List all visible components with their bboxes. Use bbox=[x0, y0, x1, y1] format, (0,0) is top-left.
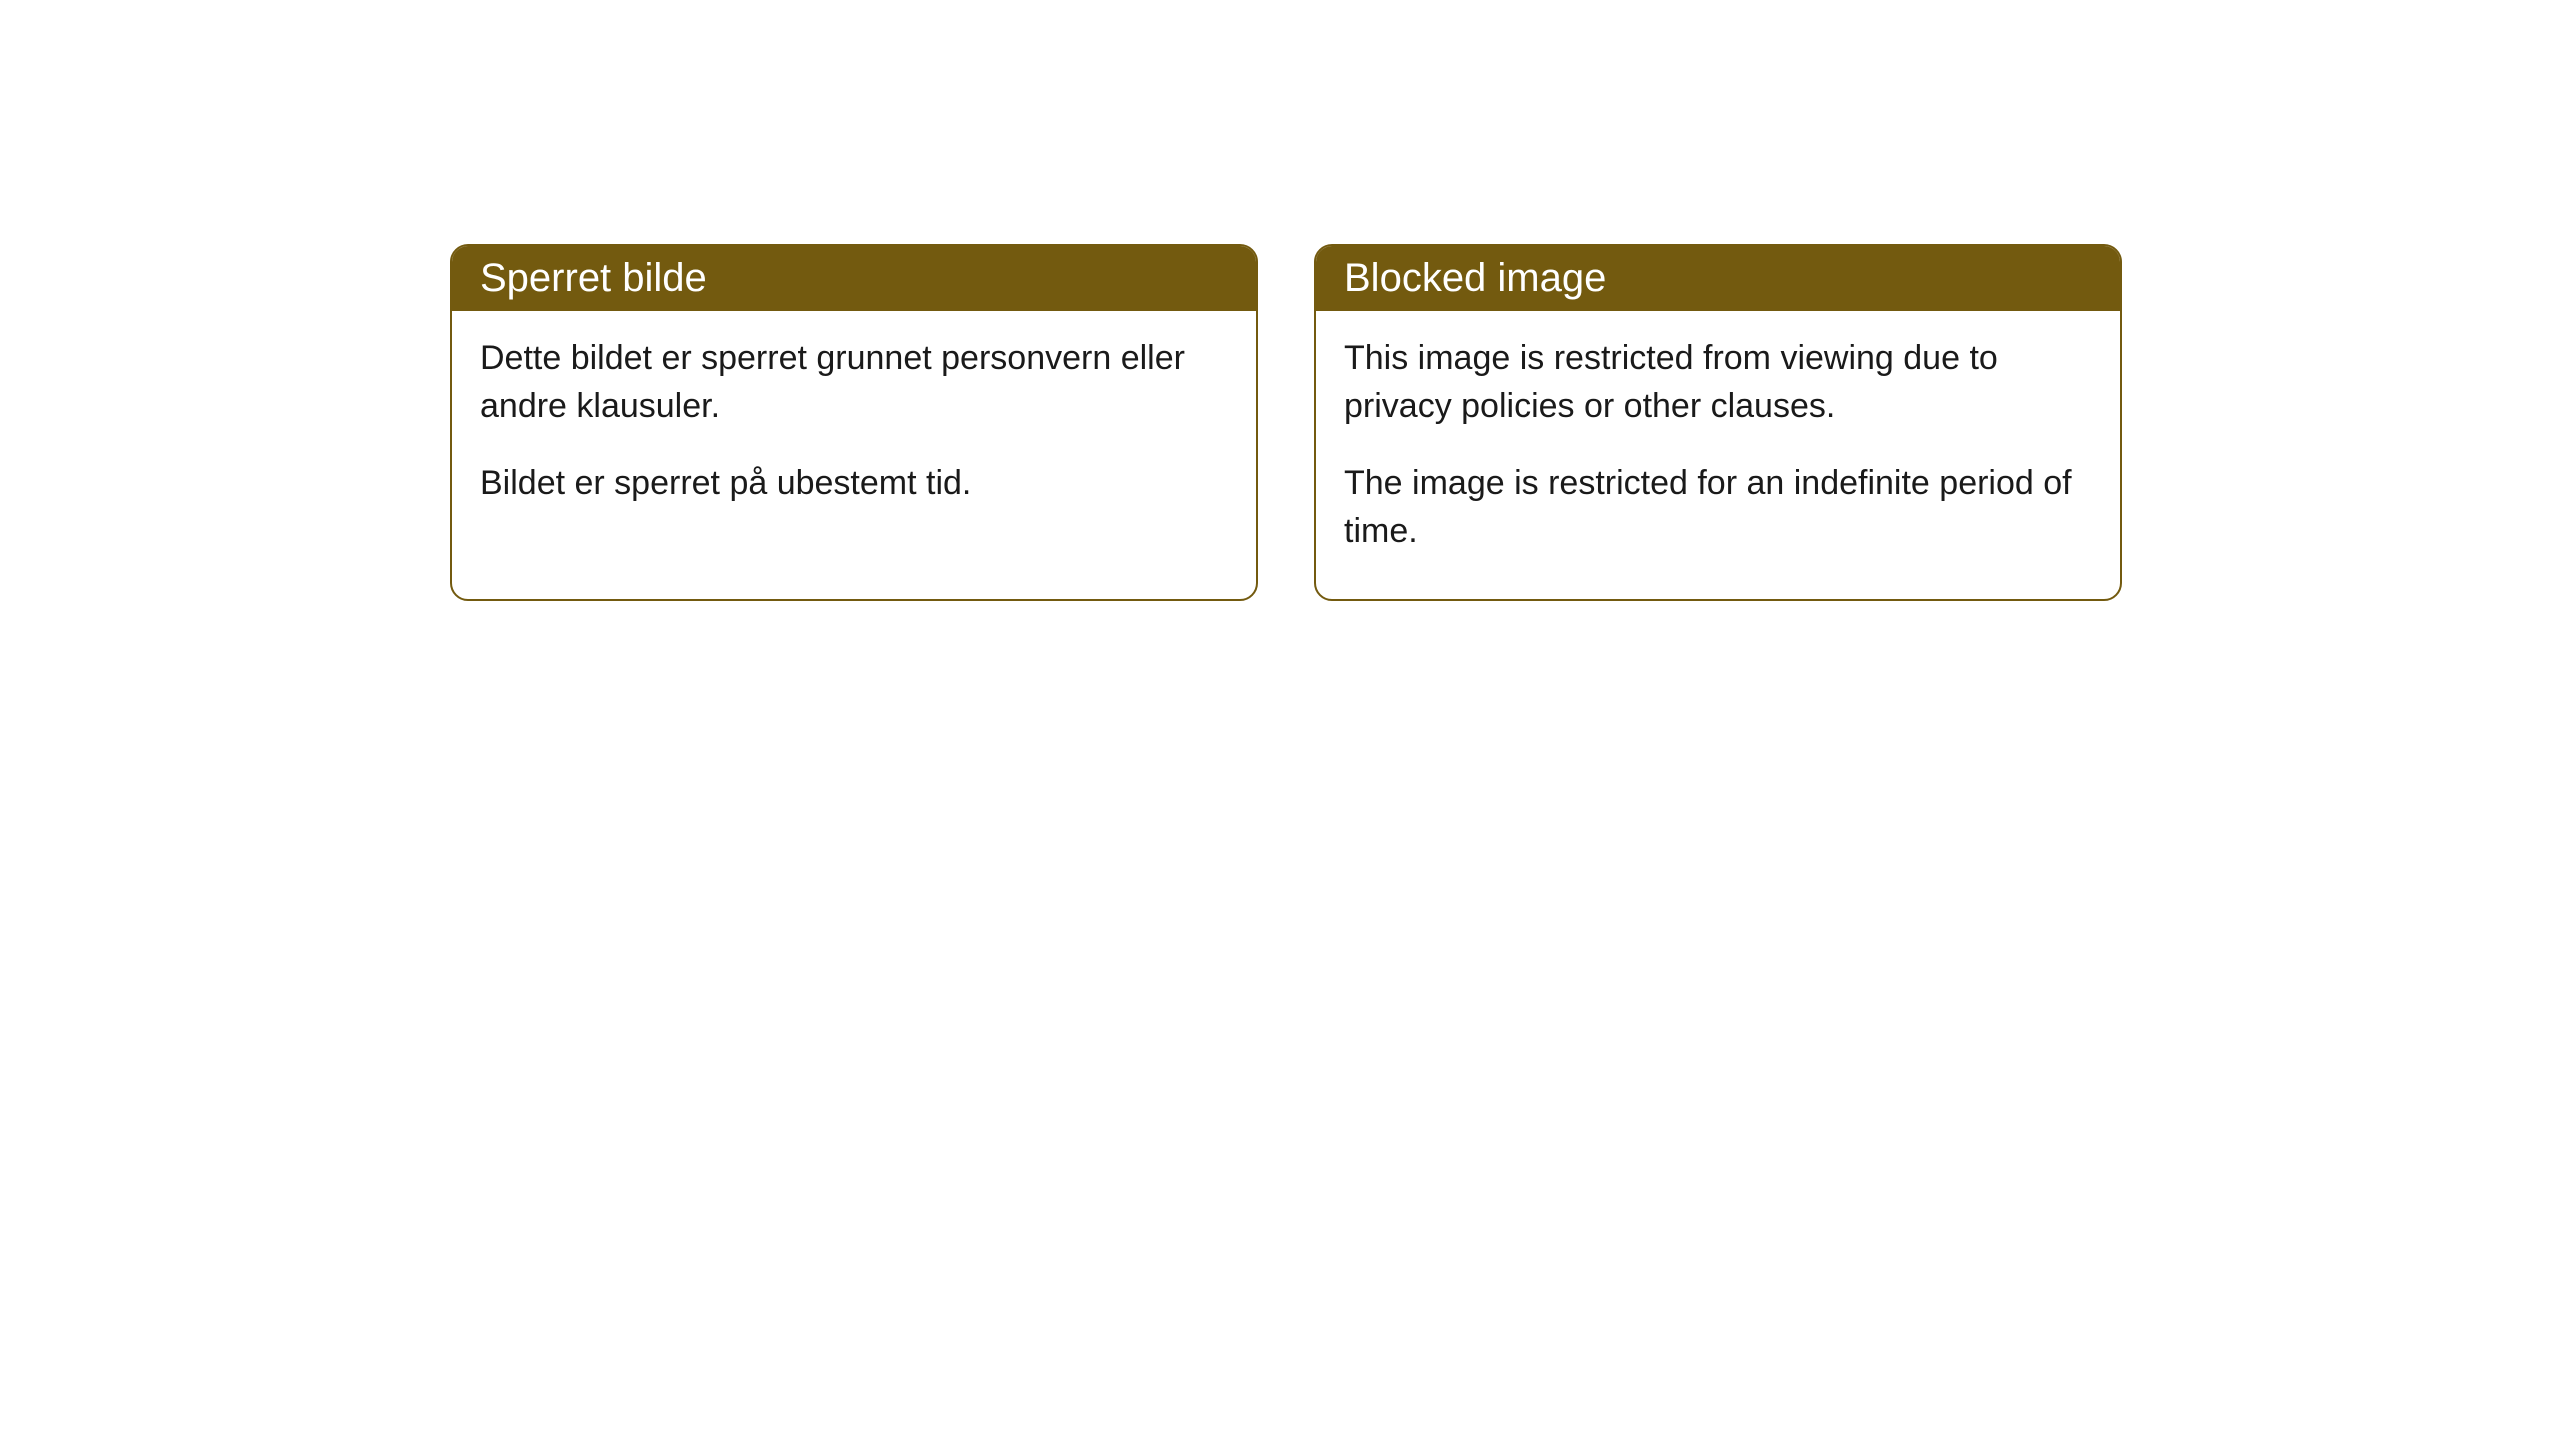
notice-card-english: Blocked image This image is restricted f… bbox=[1314, 244, 2122, 601]
card-header-norwegian: Sperret bilde bbox=[452, 246, 1256, 311]
card-paragraph: This image is restricted from viewing du… bbox=[1344, 335, 2092, 430]
card-title: Sperret bilde bbox=[480, 256, 707, 300]
card-body-english: This image is restricted from viewing du… bbox=[1316, 311, 2120, 599]
card-paragraph: The image is restricted for an indefinit… bbox=[1344, 460, 2092, 555]
notice-card-norwegian: Sperret bilde Dette bildet er sperret gr… bbox=[450, 244, 1258, 601]
card-paragraph: Dette bildet er sperret grunnet personve… bbox=[480, 335, 1228, 430]
card-header-english: Blocked image bbox=[1316, 246, 2120, 311]
card-paragraph: Bildet er sperret på ubestemt tid. bbox=[480, 460, 1228, 508]
notice-cards-container: Sperret bilde Dette bildet er sperret gr… bbox=[450, 244, 2122, 601]
card-title: Blocked image bbox=[1344, 256, 1606, 300]
card-body-norwegian: Dette bildet er sperret grunnet personve… bbox=[452, 311, 1256, 552]
